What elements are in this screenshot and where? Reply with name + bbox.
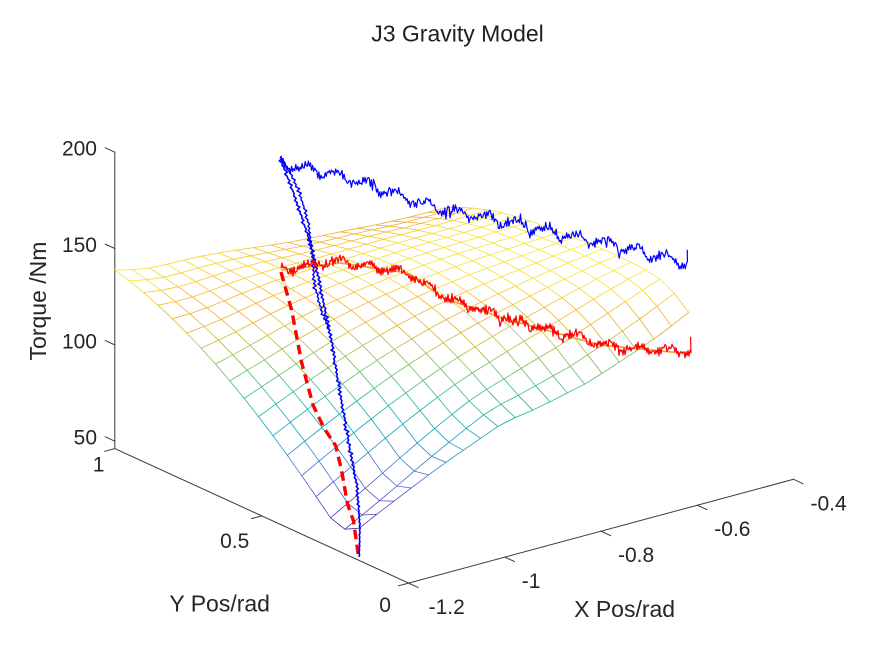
svg-text:X Pos/rad: X Pos/rad [574,596,675,622]
svg-text:0: 0 [379,594,391,617]
svg-text:Y Pos/rad: Y Pos/rad [169,591,270,617]
svg-text:50: 50 [74,427,97,450]
svg-text:200: 200 [62,138,97,161]
svg-text:0.5: 0.5 [220,530,249,553]
svg-text:150: 150 [62,234,97,257]
svg-text:-0.8: -0.8 [618,544,654,567]
svg-text:-0.4: -0.4 [811,492,848,515]
svg-text:-1: -1 [522,570,541,593]
svg-text:1: 1 [93,453,105,476]
svg-text:100: 100 [62,330,97,353]
svg-text:-0.6: -0.6 [714,518,750,541]
svg-text:-1.2: -1.2 [429,596,465,619]
svg-text:J3 Gravity Model: J3 Gravity Model [371,20,544,46]
svg-text:Torque /Nm: Torque /Nm [25,242,51,361]
